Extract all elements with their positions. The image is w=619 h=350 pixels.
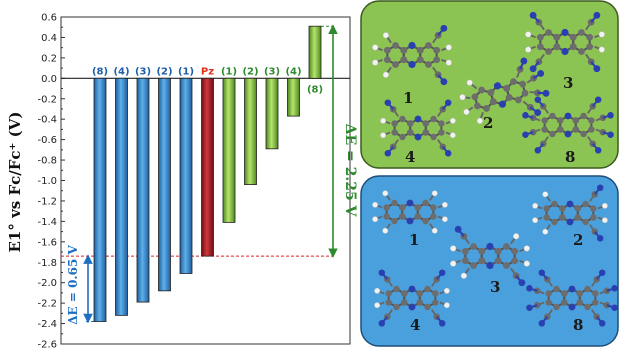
molecule-2-bottom xyxy=(532,184,608,242)
y-tick-label: 0.2 xyxy=(41,53,57,64)
y-tick-label: -2.4 xyxy=(37,319,57,330)
y-axis: 0.6 0.4 0.2 0.0 -0.2 -0.4 -0.6 -0.8 -1.0 -1.2 -1.4… xyxy=(37,13,65,350)
y-tick-label: 0.0 xyxy=(41,74,57,85)
y-tick-label: -1.6 xyxy=(37,237,57,248)
y-axis-title: E1° vs Fc/Fc⁺ (V) xyxy=(6,112,24,253)
y-tick-label: 0.6 xyxy=(41,13,57,24)
bar-blue-3 xyxy=(158,77,171,292)
mol-bottom-label-8: 8 xyxy=(573,316,583,334)
category-label: (3) xyxy=(264,66,280,77)
panel-top-bg xyxy=(360,0,619,169)
mol-top-label-8: 8 xyxy=(565,148,575,166)
mol-top-label-2: 2 xyxy=(483,114,493,132)
category-label: (8) xyxy=(307,84,323,95)
bar-blue-0 xyxy=(93,77,107,322)
mol-bottom-label-1: 1 xyxy=(409,231,419,249)
molecule-panel-top: 1 2 3 4 8 xyxy=(360,0,619,169)
y-tick-label: -2.0 xyxy=(37,278,57,289)
mol-bottom-label-2: 2 xyxy=(573,231,583,249)
bar-blue-1 xyxy=(115,77,128,316)
y-tick-label: -0.8 xyxy=(37,156,57,167)
mol-top-label-3: 3 xyxy=(563,74,573,92)
category-label: (4) xyxy=(285,66,301,77)
bar-green-10 xyxy=(308,25,322,79)
bar-green-9 xyxy=(287,77,300,117)
delta-e-green-label: ΔE = 2.25 V xyxy=(342,124,358,218)
bar-green-7 xyxy=(244,77,257,185)
y-tick-label: -0.6 xyxy=(37,135,57,146)
mol-bottom-label-4: 4 xyxy=(410,316,420,334)
y-tick-label: -0.4 xyxy=(37,115,57,126)
category-label: Pz xyxy=(201,66,214,77)
y-tick-label: -1.2 xyxy=(37,196,57,207)
molecule-8-top xyxy=(522,96,614,154)
category-label: (8) xyxy=(92,66,108,77)
category-label: (1) xyxy=(178,66,194,77)
bar-blue-2 xyxy=(136,77,150,303)
molecule-3-top xyxy=(525,11,605,73)
mol-top-label-4: 4 xyxy=(405,148,415,166)
molecule-4-bottom xyxy=(374,269,450,327)
y-tick-label: -1.0 xyxy=(37,176,57,187)
molecule-4-top xyxy=(380,99,456,157)
molecule-1-bottom xyxy=(372,190,448,234)
delta-arrows xyxy=(83,24,338,324)
delta-e-blue-label: ΔE = 0.65 V xyxy=(66,245,80,325)
bar-green-6 xyxy=(222,77,236,223)
y-tick-label: -1.4 xyxy=(37,217,57,228)
molecule-2-top xyxy=(459,57,550,124)
category-label: (2) xyxy=(242,66,258,77)
y-tick-label: -0.2 xyxy=(37,94,57,105)
molecule-panel-bottom: 1 2 3 4 8 xyxy=(360,175,619,347)
category-labels: (8) (4) (3) (2) (1) Pz (1) (2) (3) (4) (8) xyxy=(92,66,323,95)
bar-blue-4 xyxy=(179,77,193,274)
molecule-1-top xyxy=(372,24,452,86)
mol-top-label-1: 1 xyxy=(403,89,413,107)
bar-green-8 xyxy=(265,77,279,150)
category-label: (1) xyxy=(221,66,237,77)
category-label: (3) xyxy=(135,66,151,77)
category-label: (2) xyxy=(156,66,172,77)
y-tick-label: -1.8 xyxy=(37,258,57,269)
bars xyxy=(93,25,322,322)
y-tick-label: -2.2 xyxy=(37,299,57,310)
molecule-8-bottom xyxy=(526,269,618,327)
bar-red-5 xyxy=(201,77,214,257)
y-tick-label: 0.4 xyxy=(41,33,57,44)
category-label: (4) xyxy=(113,66,129,77)
molecule-3-bottom xyxy=(450,225,530,287)
mol-bottom-label-3: 3 xyxy=(490,278,500,296)
y-tick-label: -2.6 xyxy=(37,340,57,350)
